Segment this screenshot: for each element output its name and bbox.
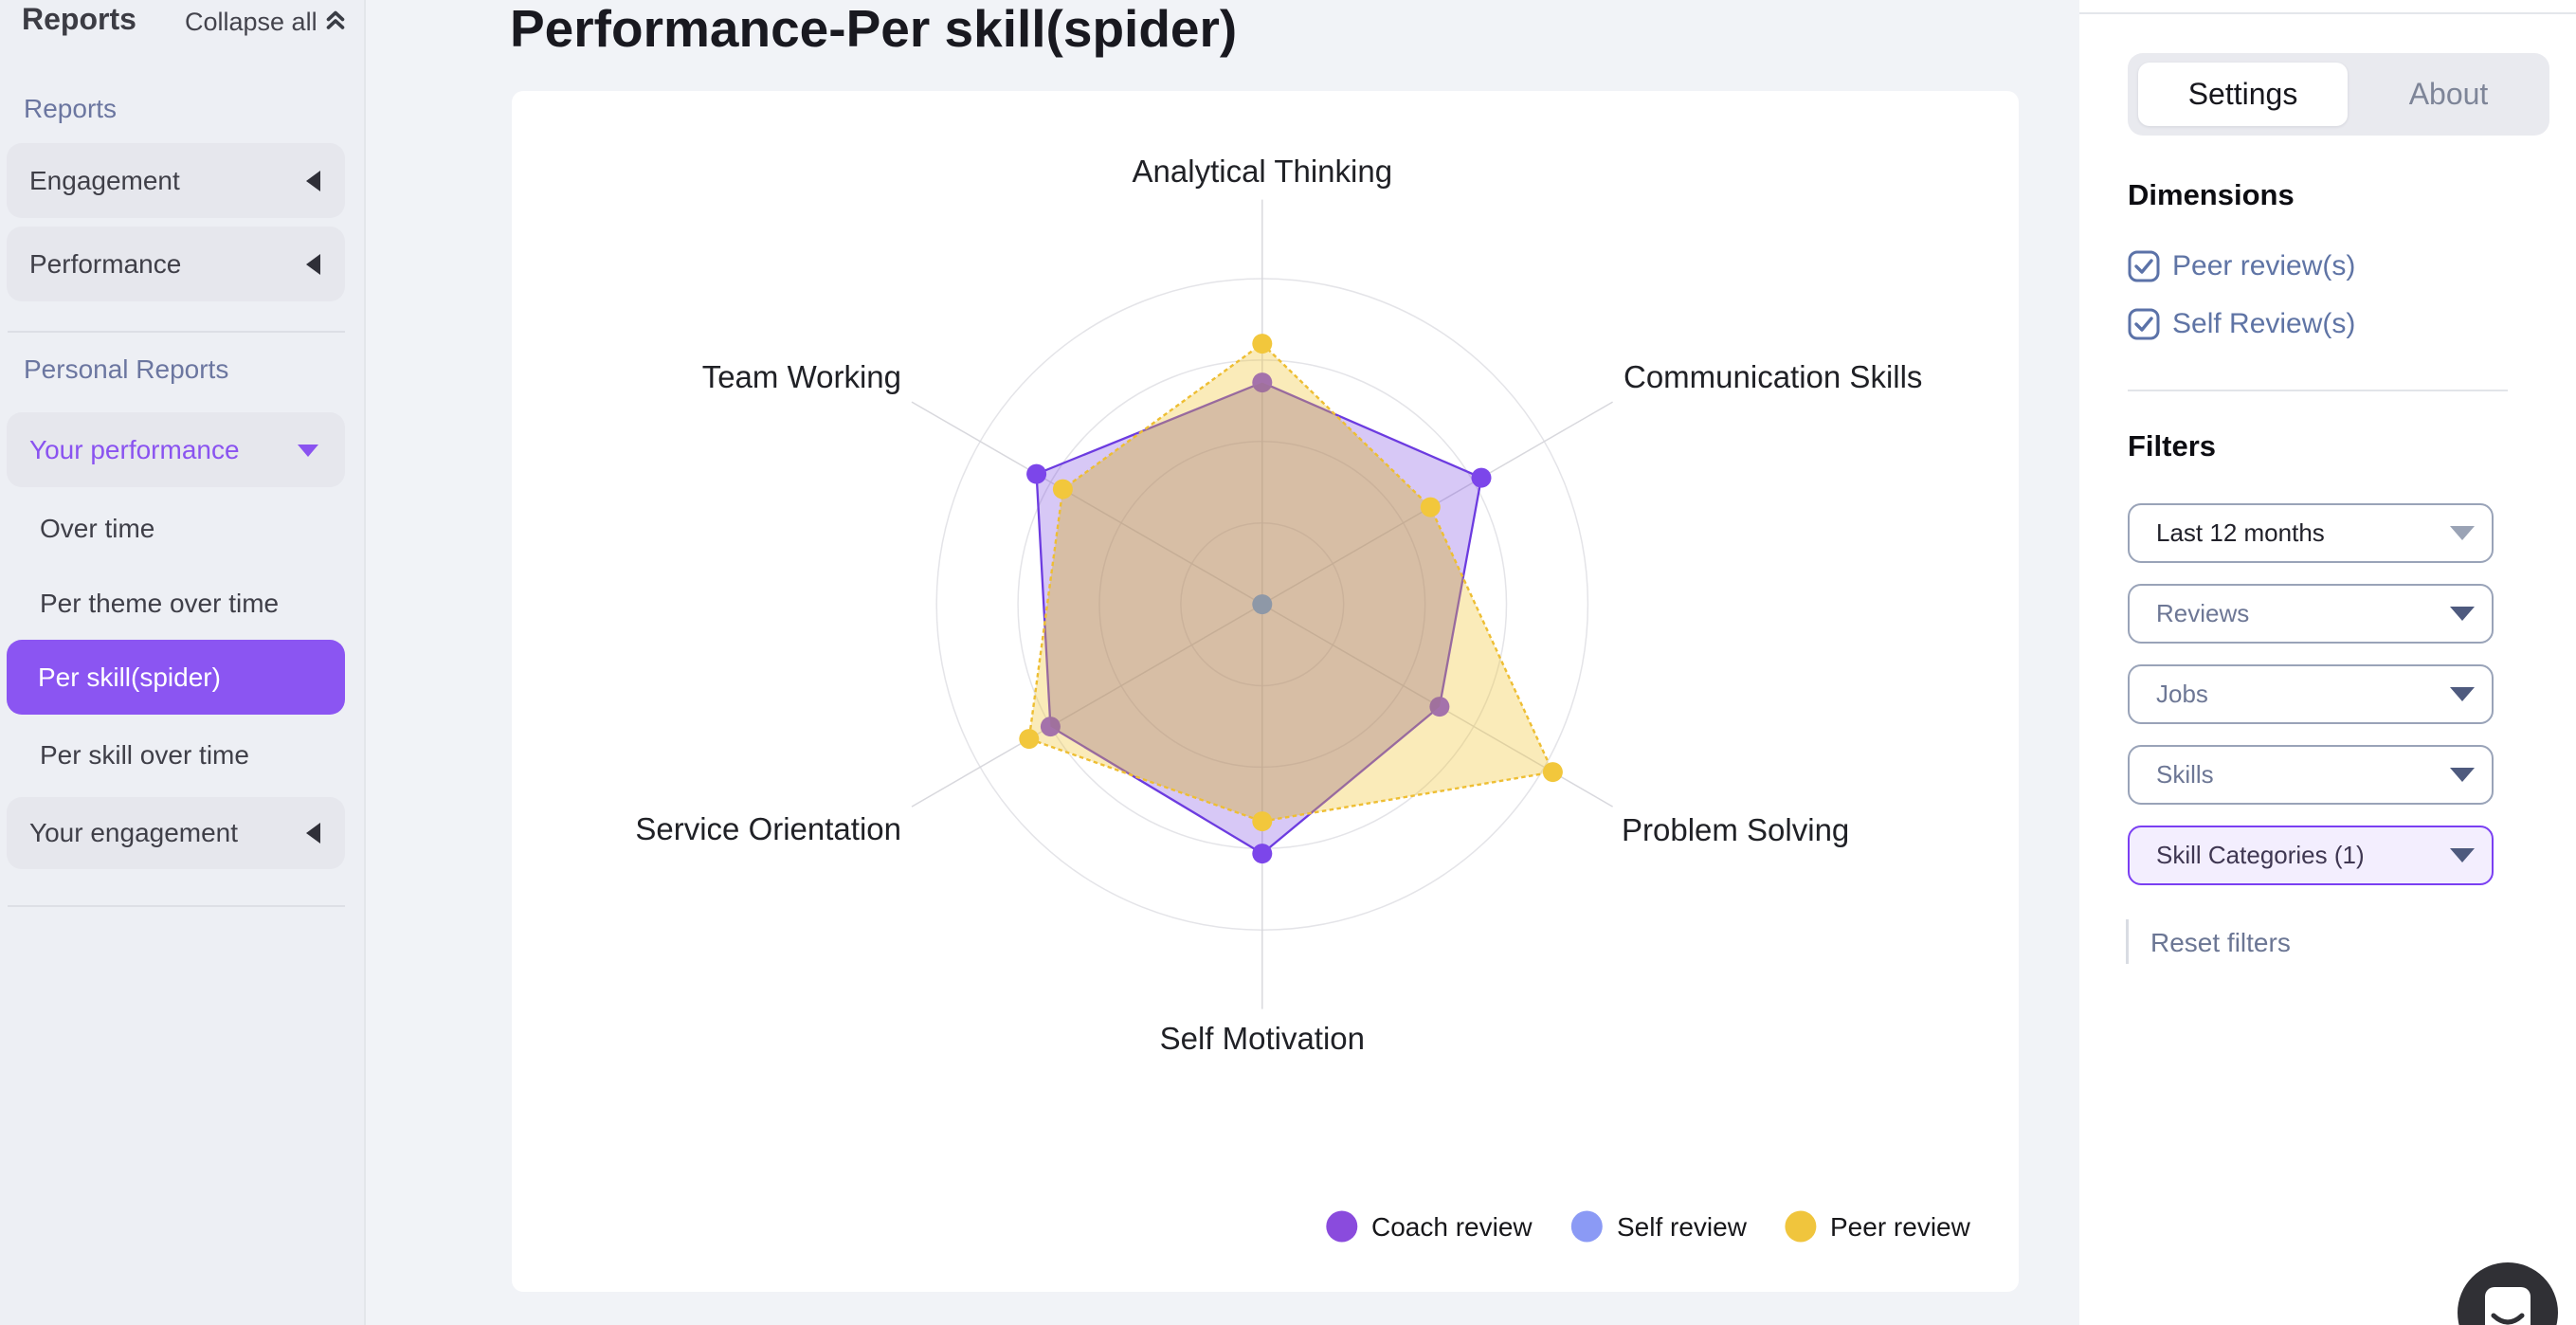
svg-text:Team Working: Team Working xyxy=(702,359,901,394)
svg-text:Problem Solving: Problem Solving xyxy=(1622,812,1849,847)
svg-text:Self Motivation: Self Motivation xyxy=(1160,1021,1365,1056)
svg-text:Service Orientation: Service Orientation xyxy=(635,811,901,846)
svg-text:Communication Skills: Communication Skills xyxy=(1624,359,1922,394)
svg-text:Peer review: Peer review xyxy=(1830,1212,1971,1242)
svg-text:Coach review: Coach review xyxy=(1371,1212,1533,1242)
svg-text:Analytical Thinking: Analytical Thinking xyxy=(1133,154,1393,189)
svg-text:Self review: Self review xyxy=(1617,1212,1748,1242)
